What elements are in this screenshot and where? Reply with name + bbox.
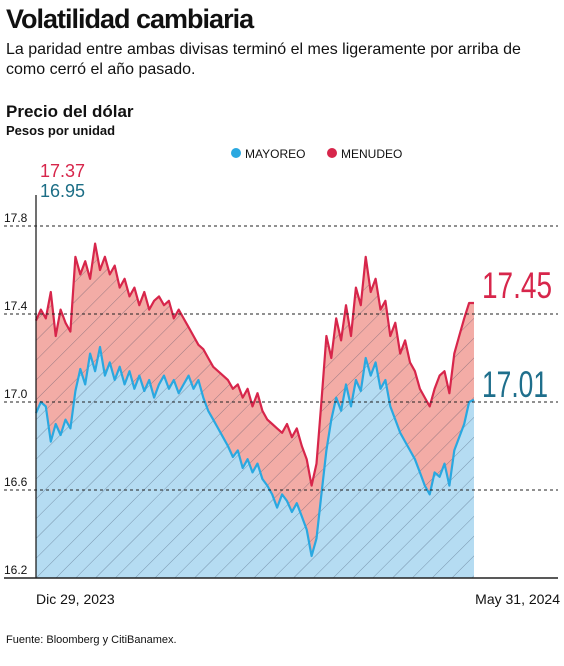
- y-tick-label: 16.2: [4, 563, 28, 577]
- chart-unit-label: Pesos por unidad: [6, 123, 116, 138]
- chart-legend: MAYOREO MENUDEO: [231, 147, 402, 161]
- y-tick-label: 17.8: [4, 211, 28, 225]
- end-label-mayoreo: 17.01: [482, 364, 548, 405]
- mayoreo-line: [34, 345, 475, 558]
- legend-mayoreo-dot: [231, 148, 241, 158]
- y-axis-ticks: 17.8 17.4 17.0 16.6 16.2: [4, 211, 558, 579]
- hatch-overlay: [36, 243, 474, 578]
- menudeo-line: [34, 242, 474, 487]
- page-title: Volatilidad cambiaria: [6, 4, 254, 34]
- chart-title: Precio del dólar: [6, 102, 134, 121]
- legend-menudeo-label: MENUDEO: [341, 147, 402, 161]
- end-label-menudeo: 17.45: [482, 265, 552, 306]
- legend-menudeo-dot: [327, 148, 337, 158]
- page-subtitle: La paridad entre ambas divisas terminó e…: [6, 41, 521, 78]
- start-label-mayoreo: 16.95: [40, 181, 85, 201]
- y-tick-label: 17.4: [4, 299, 28, 313]
- start-label-menudeo: 17.37: [40, 161, 85, 181]
- y-tick-label: 17.0: [4, 387, 28, 401]
- legend-mayoreo-label: MAYOREO: [245, 147, 305, 161]
- source-note: Fuente: Bloomberg y CitiBanamex.: [6, 634, 177, 646]
- plot-area: [34, 195, 475, 578]
- x-axis-start-label: Dic 29, 2023: [36, 591, 115, 607]
- x-axis-end-label: May 31, 2024: [475, 591, 560, 607]
- y-tick-label: 16.6: [4, 475, 28, 489]
